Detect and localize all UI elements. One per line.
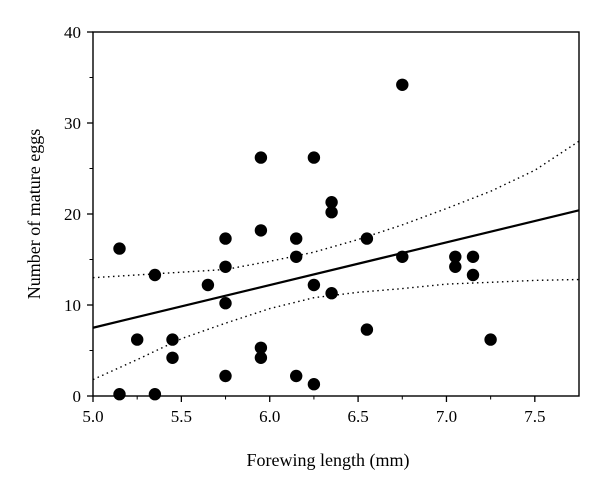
y-axis-title: Number of mature eggs: [24, 129, 44, 299]
data-point: [360, 323, 374, 336]
data-point: [219, 260, 232, 273]
data-point: [290, 232, 303, 245]
data-point: [113, 242, 126, 255]
x-tick-label: 5.0: [82, 407, 103, 426]
data-point: [290, 369, 303, 383]
confidence-band-upper: [92, 140, 580, 279]
regression-line: [92, 209, 580, 329]
data-point: [219, 232, 232, 245]
data-point: [254, 224, 268, 237]
data-point: [307, 378, 321, 391]
y-axis: 0 10 20 30 40: [64, 23, 93, 406]
data-point: [325, 206, 338, 219]
x-tick-label: 6.0: [259, 407, 280, 426]
data-point: [219, 369, 232, 383]
x-tick-label: 7.5: [524, 407, 545, 426]
x-tick-label: 5.5: [171, 407, 192, 426]
data-point: [360, 232, 374, 245]
y-tick-label: 40: [64, 23, 81, 42]
data-point: [148, 388, 162, 401]
y-tick-label: 20: [64, 205, 81, 224]
data-point: [466, 250, 480, 263]
x-axis-title: Forewing length (mm): [247, 450, 410, 471]
data-point: [325, 287, 338, 300]
data-point: [466, 268, 480, 282]
data-point: [307, 278, 321, 292]
data-point: [254, 341, 268, 354]
y-tick-label: 0: [73, 387, 82, 406]
y-tick-label: 30: [64, 114, 81, 133]
data-point: [113, 388, 126, 401]
confidence-band-layer: [92, 140, 580, 381]
x-axis: 5.0 5.5 6.0 6.5 7.0 7.5: [82, 396, 545, 426]
data-point: [396, 250, 409, 263]
data-point: [307, 151, 321, 164]
x-tick-label: 6.5: [347, 407, 368, 426]
data-point: [201, 278, 215, 292]
data-point: [254, 151, 268, 164]
data-point: [131, 333, 144, 346]
fit-line-layer: [92, 209, 580, 329]
data-point: [166, 333, 179, 346]
data-point: [148, 268, 162, 282]
data-point: [449, 260, 462, 273]
y-tick-label: 10: [64, 296, 81, 315]
data-point: [219, 297, 232, 310]
data-point: [166, 351, 179, 364]
data-point: [290, 250, 303, 263]
data-point: [449, 250, 462, 263]
confidence-band-lower: [92, 278, 580, 381]
x-tick-label: 7.0: [436, 407, 457, 426]
data-point: [396, 78, 409, 92]
data-point: [325, 196, 338, 209]
data-points-layer: [113, 78, 497, 401]
data-point: [484, 333, 497, 346]
data-point: [254, 351, 268, 364]
